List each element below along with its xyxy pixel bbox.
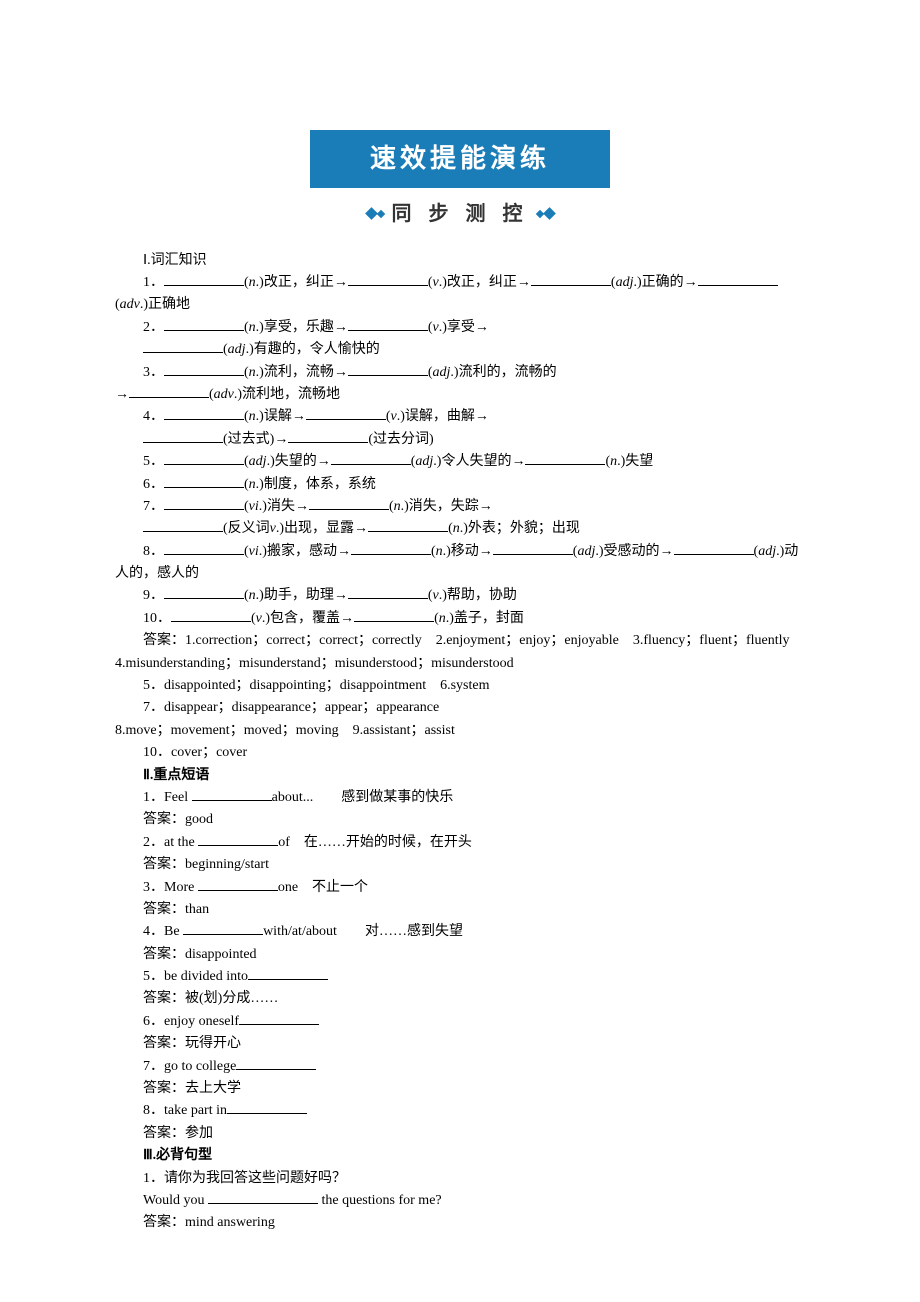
phrase-item-7: 7．go to college [115, 1056, 805, 1078]
vocab-item-10: 10．(v.)包含，覆盖→(n.)盖子，封面 [115, 608, 805, 630]
vocab-item-8: 8．(vi.)搬家，感动→(n.)移动→(adj.)受感动的→(adj.)动人的… [115, 541, 805, 586]
phrase-item-4: 4．Be with/at/about 对……感到失望 [115, 921, 805, 943]
section-2-title: Ⅱ.重点短语 [115, 765, 805, 787]
banner-subtitle: 同 步 测 控 [359, 198, 562, 230]
vocab-item-3-cont: →(adv.)流利地，流畅地 [115, 384, 805, 406]
phrase-answer-7: 答案：去上大学 [115, 1078, 805, 1100]
vocab-item-4: 4．(n.)误解→(v.)误解，曲解→ [115, 406, 805, 428]
phrase-answer-8: 答案：参加 [115, 1123, 805, 1145]
vocab-item-1: 1．(n.)改正，纠正→(v.)改正，纠正→(adj.)正确的→(adv.)正确… [115, 272, 805, 317]
answer-line-5: 8.move；movement；moved；moving 9.assistant… [115, 720, 805, 742]
vocab-item-6: 6．(n.)制度，体系，系统 [115, 474, 805, 496]
answer-line-4: 7．disappear；disappearance；appear；appeara… [115, 697, 805, 719]
phrase-item-5: 5．be divided into [115, 966, 805, 988]
vocab-item-7: 7．(vi.)消失→(n.)消失，失踪→ [115, 496, 805, 518]
phrase-answer-2: 答案：beginning/start [115, 854, 805, 876]
sentence-answer-1: 答案：mind answering [115, 1212, 805, 1234]
answer-line-2: 4.misunderstanding；misunderstand；misunde… [115, 653, 805, 675]
vocab-item-7-cont: (反义词v.)出现，显露→(n.)外表；外貌；出现 [115, 518, 805, 540]
phrase-answer-4: 答案：disappointed [115, 944, 805, 966]
section-3-title: Ⅲ.必背句型 [115, 1145, 805, 1167]
vocab-item-4-cont: (过去式)→(过去分词) [115, 429, 805, 451]
vocab-item-2: 2．(n.)享受，乐趣→(v.)享受→ [115, 317, 805, 339]
phrase-item-8: 8．take part in [115, 1100, 805, 1122]
diamond-left-icon [367, 209, 384, 218]
answer-line-1: 答案：1.correction；correct；correct；correctl… [115, 630, 805, 652]
phrase-answer-5: 答案：被(划)分成…… [115, 988, 805, 1010]
answer-line-6: 10．cover；cover [115, 742, 805, 764]
phrase-item-1: 1．Feel about... 感到做某事的快乐 [115, 787, 805, 809]
vocab-item-3: 3．(n.)流利，流畅→(adj.)流利的，流畅的 [115, 362, 805, 384]
banner: 速效提能演练 同 步 测 控 [115, 130, 805, 230]
section-2: Ⅱ.重点短语 1．Feel about... 感到做某事的快乐 答案：good … [115, 765, 805, 1146]
vocab-item-5: 5．(adj.)失望的→(adj.)令人失望的→(n.)失望 [115, 451, 805, 473]
phrase-answer-3: 答案：than [115, 899, 805, 921]
section-1-title: Ⅰ.词汇知识 [115, 250, 805, 272]
banner-title: 速效提能演练 [310, 130, 610, 188]
banner-subtitle-text: 同 步 测 控 [392, 198, 529, 230]
section-3: Ⅲ.必背句型 1．请你为我回答这些问题好吗？ Would you the que… [115, 1145, 805, 1235]
phrase-item-2: 2．at the of 在……开始的时候，在开头 [115, 832, 805, 854]
section-1: Ⅰ.词汇知识 1．(n.)改正，纠正→(v.)改正，纠正→(adj.)正确的→(… [115, 250, 805, 765]
answer-line-3: 5．disappointed；disappointing；disappointm… [115, 675, 805, 697]
phrase-item-3: 3．More one 不止一个 [115, 877, 805, 899]
vocab-item-9: 9．(n.)助手，助理→(v.)帮助，协助 [115, 585, 805, 607]
phrase-answer-1: 答案：good [115, 809, 805, 831]
diamond-right-icon [537, 209, 554, 218]
sentence-item-1-en: Would you the questions for me? [115, 1190, 805, 1212]
phrase-answer-6: 答案：玩得开心 [115, 1033, 805, 1055]
vocab-item-2-cont: (adj.)有趣的，令人愉快的 [115, 339, 805, 361]
sentence-item-1: 1．请你为我回答这些问题好吗？ [115, 1168, 805, 1190]
phrase-item-6: 6．enjoy oneself [115, 1011, 805, 1033]
